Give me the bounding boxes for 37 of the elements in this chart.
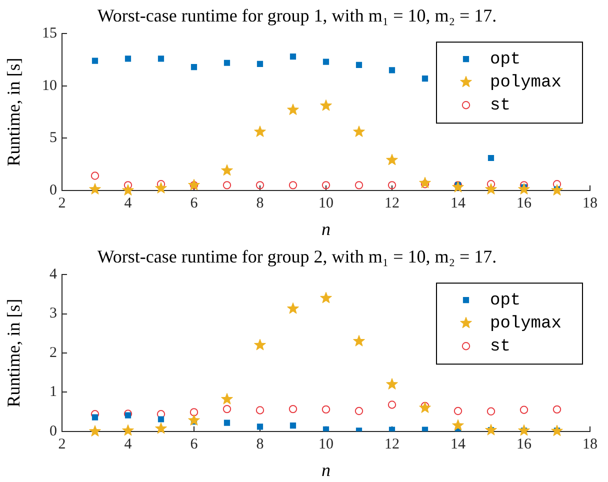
y-tick-label: 3 — [50, 306, 57, 322]
y-tick-label: 5 — [50, 130, 57, 146]
x-tick-label: 12 — [384, 436, 400, 452]
x-tick-label: 14 — [450, 195, 466, 212]
x-tick-label: 4 — [124, 195, 132, 212]
y-tick-label: 0 — [50, 182, 57, 198]
x-tick-label: 14 — [450, 436, 466, 452]
x-tick-label: 16 — [516, 436, 532, 452]
y-axis-title: Runtime, in [s] — [4, 298, 24, 408]
legend-label: opt — [490, 292, 521, 311]
x-axis-title: n — [322, 218, 330, 239]
y-tick-label: 2 — [50, 344, 57, 361]
x-tick-label: 18 — [582, 436, 598, 452]
x-tick-label: 12 — [384, 195, 400, 212]
legend-label: polymax — [490, 74, 562, 93]
x-tick-label: 10 — [318, 195, 334, 212]
x-tick-label: 6 — [190, 195, 198, 212]
chart-title: Worst-case runtime for group 1, with m₁ = 10, m₂ = 17. — [97, 6, 497, 26]
x-tick-label: 6 — [190, 436, 198, 452]
x-tick-label: 16 — [516, 195, 532, 212]
x-tick-label: 10 — [318, 436, 334, 452]
legend-label: polymax — [490, 314, 562, 334]
y-tick-label: 10 — [42, 78, 57, 94]
y-tick-label: 0 — [50, 423, 57, 440]
x-tick-label: 8 — [256, 436, 264, 452]
y-tick-label: 4 — [50, 266, 58, 283]
legend-label: st — [490, 338, 510, 357]
x-axis-title: n — [322, 460, 330, 480]
x-tick-label: 4 — [124, 436, 132, 452]
x-tick-label: 18 — [582, 195, 598, 212]
y-axis-title: Runtime, in [s] — [4, 58, 24, 166]
chart-title: Worst-case runtime for group 2, with m₁ = 10, m₂ = 17. — [97, 246, 497, 267]
legend-label: opt — [490, 50, 521, 70]
x-tick-label: 8 — [256, 195, 264, 212]
y-tick-label: 1 — [50, 384, 57, 400]
legend-label: st — [490, 96, 510, 116]
y-tick-label: 15 — [42, 26, 57, 42]
